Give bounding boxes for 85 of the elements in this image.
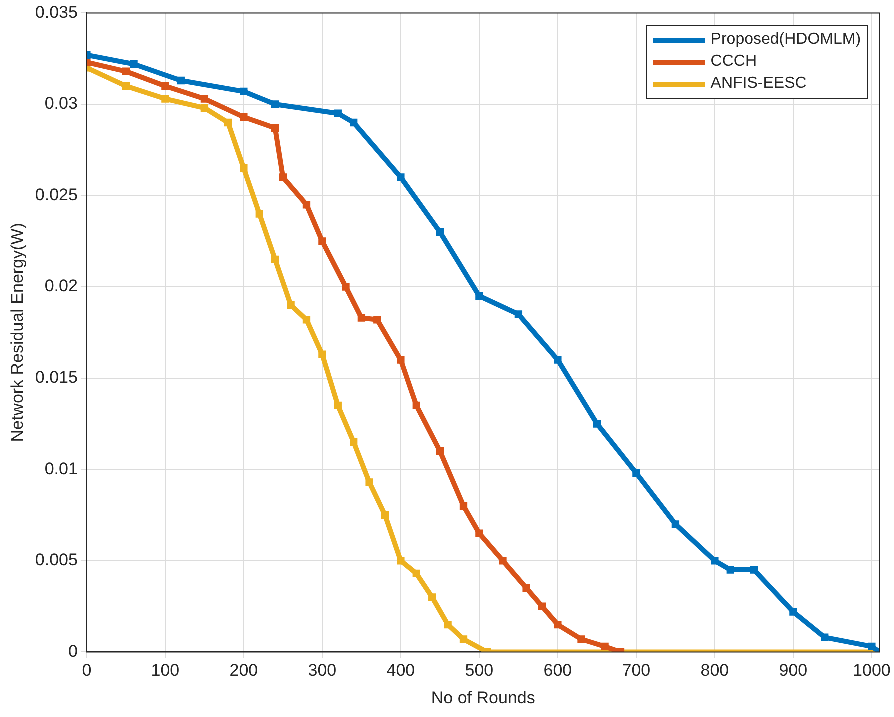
point — [444, 620, 452, 629]
point — [224, 118, 232, 127]
point — [342, 283, 350, 291]
point — [302, 201, 311, 209]
x-tick-label: 200 — [230, 661, 258, 680]
x-tick-label: 700 — [622, 661, 651, 680]
point — [593, 420, 602, 428]
y-tick-label: 0.025 — [35, 185, 78, 204]
point — [538, 602, 546, 610]
legend-label: CCCH — [710, 52, 758, 72]
point — [334, 402, 342, 410]
x-tick-label: 1000 — [853, 661, 891, 680]
point — [130, 60, 138, 68]
point — [177, 76, 185, 85]
point — [397, 557, 405, 565]
x-tick-label: 800 — [700, 661, 730, 680]
point — [514, 310, 523, 318]
point — [162, 95, 170, 103]
point — [711, 557, 719, 565]
point — [350, 438, 358, 446]
point — [632, 469, 640, 478]
point — [436, 228, 444, 236]
point — [578, 636, 586, 644]
point — [240, 88, 248, 96]
point — [381, 511, 390, 520]
point — [200, 104, 209, 112]
point — [240, 113, 248, 122]
point — [821, 634, 829, 642]
point — [672, 520, 680, 528]
point — [790, 608, 798, 616]
point — [374, 316, 382, 324]
y-tick-label: 0.02 — [44, 276, 78, 296]
y-tick-label: 0.035 — [35, 2, 78, 22]
point — [318, 238, 326, 246]
point — [358, 314, 366, 322]
point — [436, 448, 444, 456]
point — [279, 174, 288, 182]
point — [122, 68, 130, 76]
x-tick-label: 100 — [151, 661, 180, 680]
y-tick-label: 0.005 — [35, 550, 78, 570]
point — [200, 95, 209, 103]
y-tick-label: 0.03 — [44, 94, 78, 114]
point — [554, 620, 562, 629]
x-tick-label: 400 — [386, 661, 416, 680]
point — [318, 350, 326, 358]
point — [162, 82, 170, 90]
point — [287, 301, 295, 310]
x-tick-label: 300 — [308, 661, 337, 680]
point — [272, 256, 280, 264]
point — [397, 356, 405, 364]
point — [240, 164, 248, 172]
point — [366, 478, 374, 486]
x-tick-label: 900 — [779, 661, 808, 680]
point — [522, 584, 530, 592]
y-tick-label: 0 — [68, 642, 78, 661]
point — [256, 210, 264, 218]
point — [476, 292, 484, 300]
point — [726, 566, 734, 574]
point — [350, 118, 358, 127]
point — [554, 356, 562, 364]
x-tick-label: 600 — [544, 661, 572, 680]
point — [750, 566, 758, 574]
x-tick-label: 500 — [465, 661, 494, 680]
point — [334, 110, 342, 118]
point — [397, 174, 405, 182]
x-axis-title: No of Rounds — [431, 688, 536, 708]
point — [412, 402, 420, 410]
point — [412, 570, 420, 578]
point — [272, 124, 280, 132]
point — [302, 316, 311, 324]
x-tick-label: 0 — [82, 661, 92, 680]
point — [868, 642, 876, 651]
point — [460, 502, 468, 510]
point — [122, 82, 130, 90]
y-axis-title: Network Residual Energy(W) — [8, 223, 27, 442]
legend-label: Proposed(HDOMLM) — [710, 30, 862, 50]
point — [460, 636, 468, 644]
y-tick-label: 0.015 — [35, 368, 78, 388]
point — [499, 557, 507, 565]
legend-label: ANFIS-EESC — [710, 74, 807, 94]
point — [476, 530, 484, 538]
point — [272, 100, 280, 108]
point — [601, 642, 609, 651]
point — [428, 594, 436, 602]
y-tick-label: 0.01 — [44, 459, 78, 478]
